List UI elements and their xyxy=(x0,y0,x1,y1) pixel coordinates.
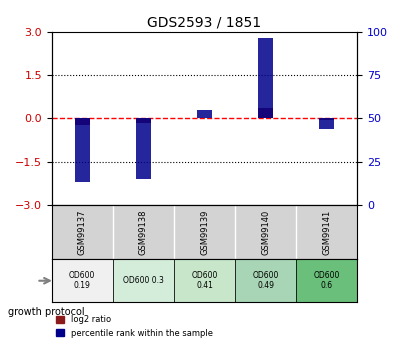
Legend: log2 ratio, percentile rank within the sample: log2 ratio, percentile rank within the s… xyxy=(52,312,216,341)
Title: GDS2593 / 1851: GDS2593 / 1851 xyxy=(147,15,262,29)
FancyBboxPatch shape xyxy=(113,259,174,303)
Text: GSM99138: GSM99138 xyxy=(139,209,148,255)
Text: growth protocol: growth protocol xyxy=(8,307,85,317)
Bar xyxy=(136,118,151,179)
Text: GSM99137: GSM99137 xyxy=(78,209,87,255)
FancyBboxPatch shape xyxy=(235,259,296,303)
Bar xyxy=(136,118,151,122)
FancyBboxPatch shape xyxy=(174,259,235,303)
FancyBboxPatch shape xyxy=(296,259,357,303)
Text: GSM99139: GSM99139 xyxy=(200,209,209,255)
Text: GSM99140: GSM99140 xyxy=(261,209,270,255)
Text: OD600
0.19: OD600 0.19 xyxy=(69,271,96,290)
Text: OD600 0.3: OD600 0.3 xyxy=(123,276,164,285)
Bar xyxy=(258,39,273,118)
Text: OD600
0.49: OD600 0.49 xyxy=(252,271,279,290)
Text: OD600
0.6: OD600 0.6 xyxy=(314,271,340,290)
Text: GSM99141: GSM99141 xyxy=(322,209,331,255)
Bar xyxy=(319,118,334,120)
FancyBboxPatch shape xyxy=(52,259,113,303)
Bar xyxy=(75,118,90,126)
Bar xyxy=(75,118,90,183)
Bar xyxy=(197,110,212,118)
Bar xyxy=(258,108,273,118)
Bar xyxy=(319,118,334,129)
Text: OD600
0.41: OD600 0.41 xyxy=(191,271,218,290)
